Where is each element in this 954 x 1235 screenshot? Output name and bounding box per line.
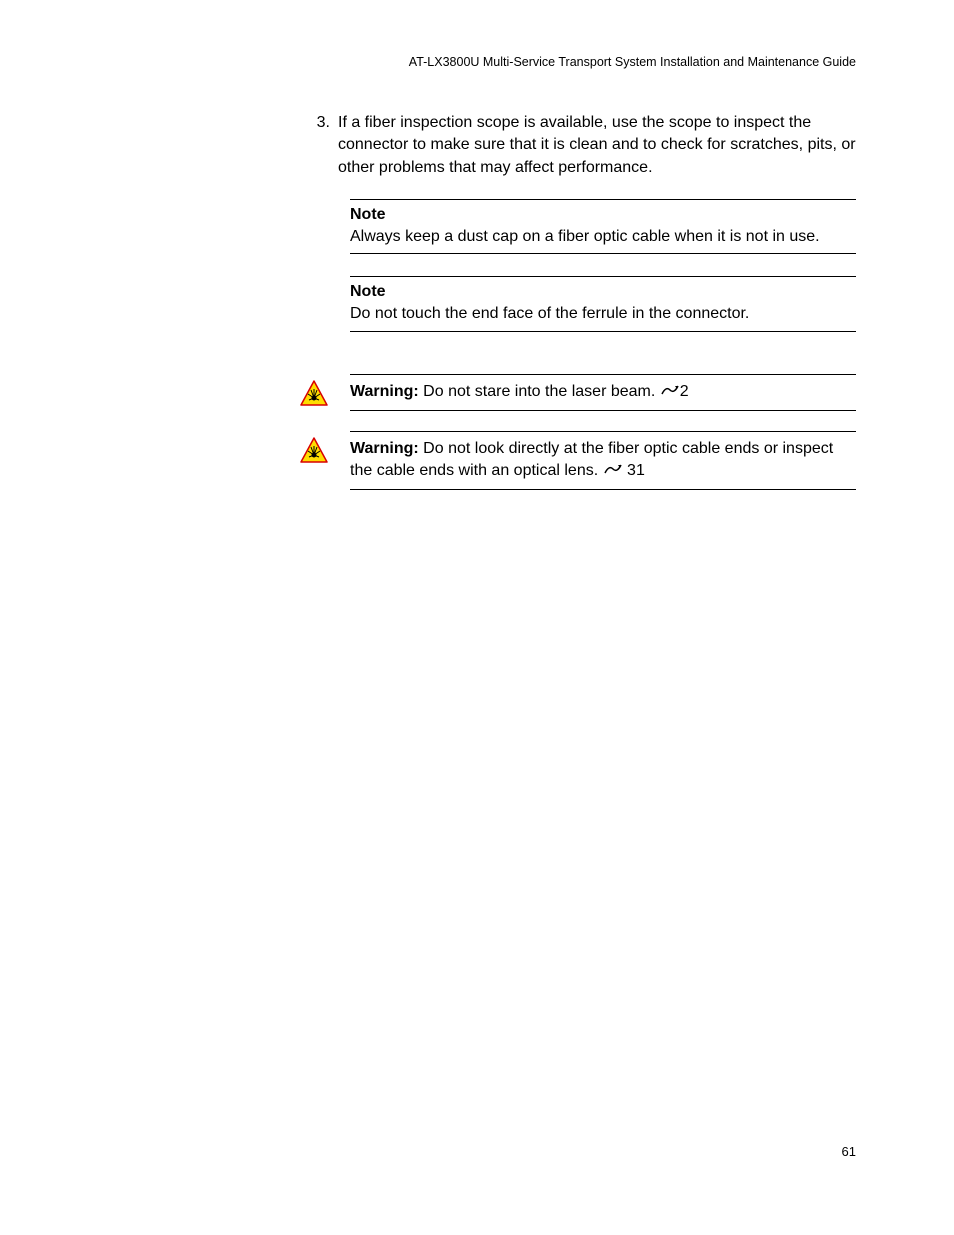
warning-icon-cell: [300, 374, 350, 411]
warning-icon-cell: [300, 431, 350, 468]
warning-ref-number: 31: [623, 462, 645, 479]
content-area: 3. If a fiber inspection scope is availa…: [300, 112, 856, 510]
note-text: Do not touch the end face of the ferrule…: [350, 303, 856, 325]
laser-warning-icon: [300, 380, 328, 406]
warning-row-1: Warning: Do not stare into the laser bea…: [300, 374, 856, 412]
warning-ref-number: 2: [680, 383, 689, 400]
document-page: AT-LX3800U Multi-Service Transport Syste…: [0, 0, 954, 1235]
note-title: Note: [350, 281, 856, 303]
warning-text: Do not stare into the laser beam.: [419, 383, 660, 400]
warning-box-1: Warning: Do not stare into the laser bea…: [350, 374, 856, 412]
warning-text: Do not look directly at the fiber optic …: [350, 440, 833, 479]
warning-label: Warning:: [350, 440, 419, 457]
page-header-title: AT-LX3800U Multi-Service Transport Syste…: [409, 55, 856, 69]
page-number: 61: [842, 1144, 856, 1159]
note-box-1: Note Always keep a dust cap on a fiber o…: [350, 199, 856, 254]
note-title: Note: [350, 204, 856, 226]
laser-warning-icon: [300, 437, 328, 463]
reference-icon: [660, 381, 680, 403]
step-number: 3.: [300, 112, 338, 179]
reference-icon: [603, 460, 623, 482]
step-text: If a fiber inspection scope is available…: [338, 112, 856, 179]
note-box-2: Note Do not touch the end face of the fe…: [350, 276, 856, 331]
step-item: 3. If a fiber inspection scope is availa…: [300, 112, 856, 179]
notes-container: Note Always keep a dust cap on a fiber o…: [350, 199, 856, 331]
warning-label: Warning:: [350, 383, 419, 400]
warning-box-2: Warning: Do not look directly at the fib…: [350, 431, 856, 490]
warning-row-2: Warning: Do not look directly at the fib…: [300, 431, 856, 490]
note-text: Always keep a dust cap on a fiber optic …: [350, 226, 856, 248]
